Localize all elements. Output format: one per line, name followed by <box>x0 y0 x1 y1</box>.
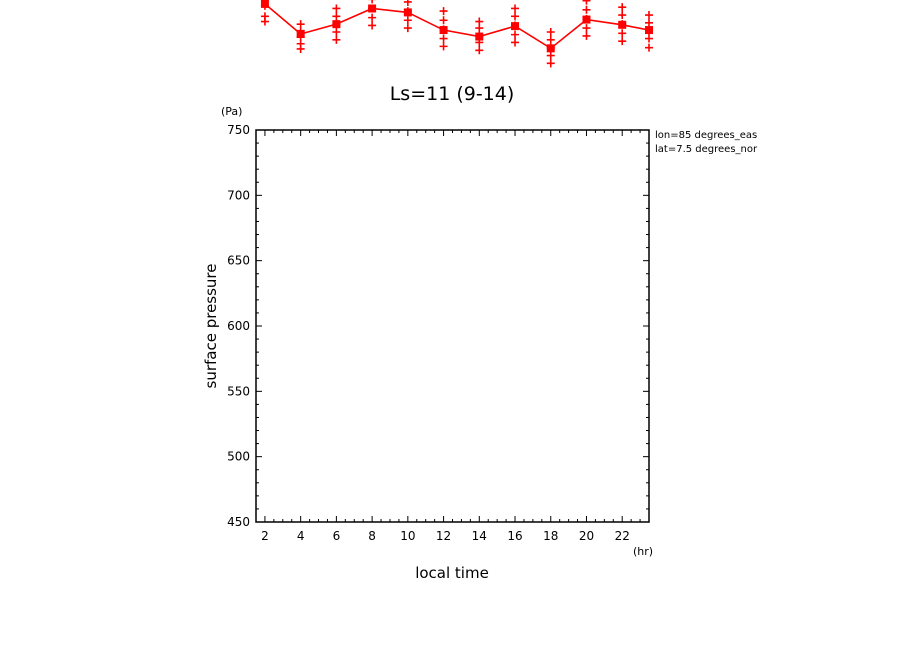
y-tick-label: 700 <box>227 188 250 202</box>
x-tick-label: 22 <box>615 529 630 543</box>
ensemble-plus-marker <box>332 12 341 21</box>
x-tick-label: 10 <box>400 529 415 543</box>
ensemble-plus-marker <box>546 28 555 36</box>
data-point <box>546 44 555 53</box>
x-ticks: 2 4 6 8 10 12 14 16 18 20 22 <box>261 130 641 543</box>
ensemble-plus-marker <box>582 24 591 33</box>
y-tick-label: 600 <box>227 319 250 333</box>
plot-frame-layer <box>255 129 650 523</box>
data-point <box>260 0 269 8</box>
x-tick-label: 8 <box>368 529 376 543</box>
ensemble-plus-marker <box>439 7 448 16</box>
ensemble-plus-marker <box>582 5 591 14</box>
ensemble-plus-marker <box>439 16 448 25</box>
x-tick-label: 14 <box>472 529 487 543</box>
ensemble-plus-marker <box>511 4 520 13</box>
ensemble-plus-marker <box>645 11 653 20</box>
ensemble-plus-marker <box>645 18 653 27</box>
ensemble-plus-marker <box>439 34 448 43</box>
data-point <box>439 26 448 35</box>
ensemble-plus-marker <box>332 35 341 44</box>
annotation-lon: lon=85 degrees_eas <box>655 130 757 141</box>
ensemble-plus-marker <box>546 35 555 44</box>
data-point <box>368 4 377 13</box>
ensemble-plus-marker <box>403 24 412 33</box>
series-layer <box>260 0 653 68</box>
ensemble-plus-marker <box>618 29 627 38</box>
annotation-lat: lat=7.5 degrees_nor <box>655 144 758 155</box>
y-tick-label: 750 <box>227 123 250 137</box>
ensemble-plus-marker <box>582 0 591 5</box>
ensemble-plus-marker <box>645 34 653 43</box>
data-point <box>296 29 305 38</box>
ensemble-plus-marker <box>475 24 484 33</box>
y-tick-label: 650 <box>227 254 250 268</box>
plot-frame <box>255 129 650 523</box>
data-point <box>645 26 653 35</box>
data-point <box>403 8 412 17</box>
ensemble-plus-marker <box>618 11 627 20</box>
ensemble-plus-marker <box>645 43 653 52</box>
ensemble-plus-marker <box>332 28 341 36</box>
x-tick-label: 4 <box>297 529 305 543</box>
x-tick-label: 12 <box>436 529 451 543</box>
data-point <box>332 20 341 29</box>
ensemble-plus-marker <box>260 17 269 26</box>
data-point <box>475 32 484 41</box>
ensemble-plus-marker <box>511 38 520 47</box>
series-line <box>264 3 650 50</box>
data-point <box>618 20 627 29</box>
ensemble-plus-marker <box>546 59 555 68</box>
ensemble-plus-marker <box>546 51 555 60</box>
y-tick-label: 550 <box>227 384 250 398</box>
ensemble-plus-marker <box>511 12 520 21</box>
ensemble-plus-marker <box>403 0 412 6</box>
ensemble-plus-marker <box>618 37 627 46</box>
ensemble-plus-marker <box>368 21 377 30</box>
x-axis-title: local time <box>415 564 489 582</box>
x-tick-label: 6 <box>333 529 341 543</box>
ensemble-plus-marker <box>368 0 377 4</box>
data-point <box>582 15 591 24</box>
x-tick-label: 20 <box>579 529 594 543</box>
y-tick-label: 450 <box>227 515 250 529</box>
ensemble-plus-marker <box>475 46 484 55</box>
x-tick-label: 16 <box>507 529 522 543</box>
ensemble-plus-marker <box>296 44 305 53</box>
ensemble-plus-marker <box>403 16 412 25</box>
x-unit-label: (hr) <box>633 545 653 558</box>
y-unit-label: (Pa) <box>221 105 242 118</box>
x-tick-label: 2 <box>261 529 269 543</box>
data-point <box>511 22 520 31</box>
chart-title: Ls=11 (9-14) <box>390 83 515 105</box>
ensemble-plus-marker <box>511 30 520 39</box>
y-axis-title: surface pressure <box>202 264 220 389</box>
x-tick-label: 18 <box>543 529 558 543</box>
ensemble-plus-marker <box>618 3 627 12</box>
y-ticks: 450 500 550 600 650 700 750 <box>227 123 649 529</box>
ensemble-plus-marker <box>439 42 448 51</box>
ensemble-plus-marker <box>368 13 377 22</box>
ensemble-plus-marker <box>582 31 591 40</box>
y-tick-label: 500 <box>227 450 250 464</box>
ensemble-plus-marker <box>332 4 341 13</box>
